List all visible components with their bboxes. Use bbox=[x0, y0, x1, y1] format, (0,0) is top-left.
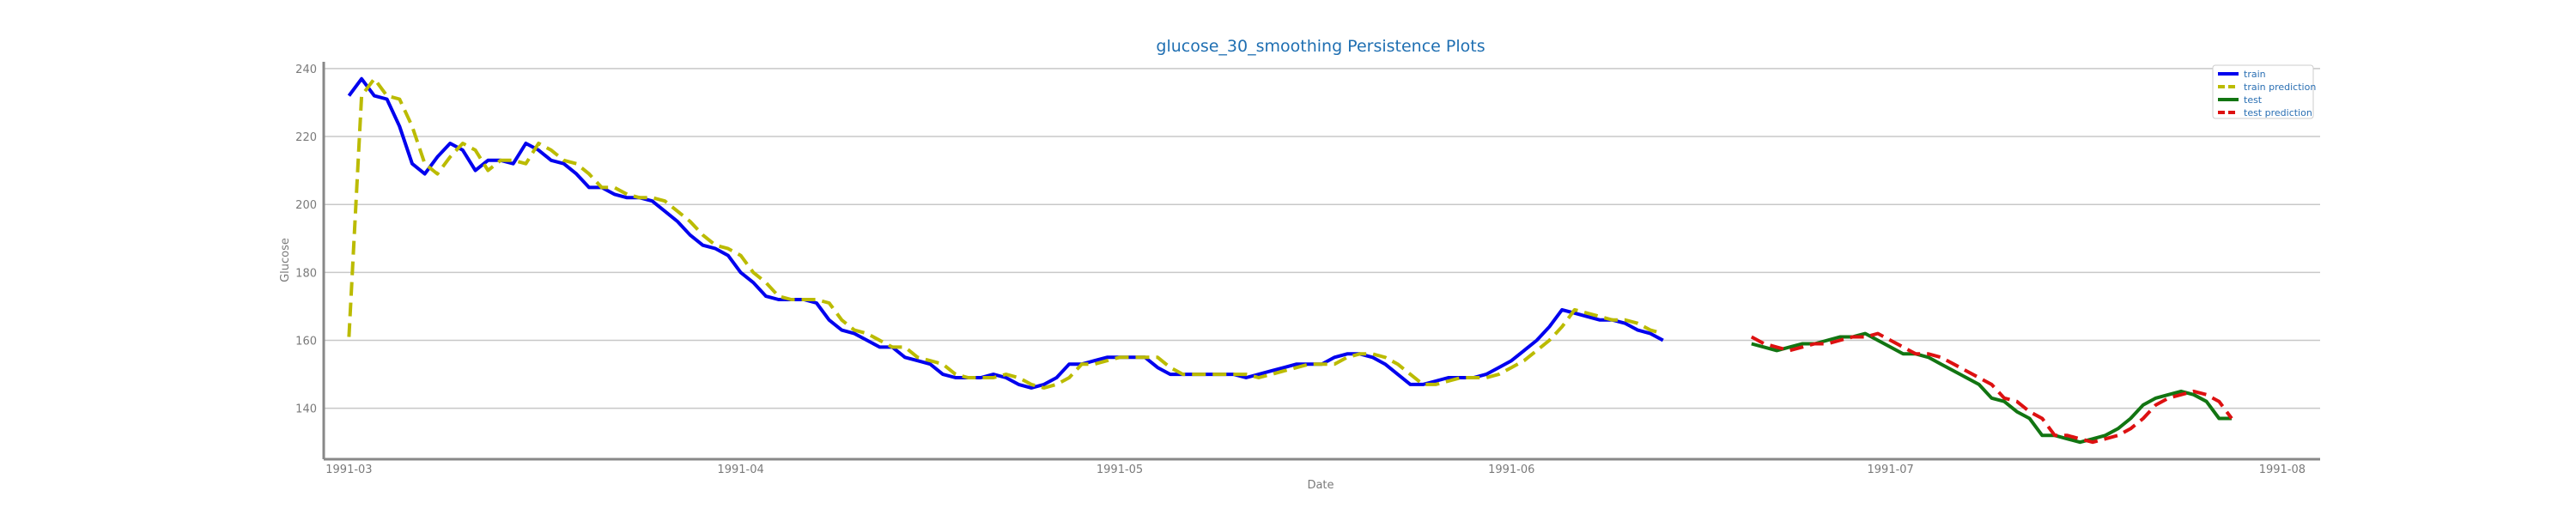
y-tick-label-200: 200 bbox=[295, 199, 317, 212]
x-tick-label-1991-03: 1991-03 bbox=[325, 464, 372, 476]
series-line-train bbox=[347, 76, 1664, 390]
y-tick-label-180: 180 bbox=[295, 267, 317, 280]
series-line-train-prediction bbox=[347, 76, 1664, 390]
series-line-test bbox=[1751, 331, 2232, 445]
y-tick-label-140: 140 bbox=[295, 403, 317, 416]
x-tick-labels: 1991-03 1991-04 1991-05 1991-06 1991-07 1991-… bbox=[325, 464, 2306, 476]
series-line-test-prediction bbox=[1750, 331, 2233, 445]
x-tick-label-1991-04: 1991-04 bbox=[717, 464, 763, 476]
y-tick-label-240: 240 bbox=[295, 64, 317, 76]
chart-title: glucose_30_smoothing Persistence Plots bbox=[1156, 37, 1485, 56]
x-tick-label-1991-06: 1991-06 bbox=[1488, 464, 1534, 476]
y-axis-label: Glucose bbox=[279, 238, 292, 282]
x-tick-label-1991-07: 1991-07 bbox=[1868, 464, 1914, 476]
y-tick-labels: 140 160 180 200 220 240 bbox=[295, 64, 317, 416]
legend-label-test-prediction: test prediction bbox=[2244, 107, 2312, 118]
legend-label-test: test bbox=[2244, 94, 2263, 106]
legend-label-train: train bbox=[2244, 69, 2266, 80]
series-lines bbox=[347, 76, 2233, 445]
y-tick-label-160: 160 bbox=[295, 335, 317, 348]
plot-background bbox=[324, 62, 2320, 459]
y-tick-label-220: 220 bbox=[295, 131, 317, 144]
x-tick-label-1991-05: 1991-05 bbox=[1097, 464, 1143, 476]
x-axis-label: Date bbox=[1307, 479, 1334, 492]
legend-box bbox=[2212, 64, 2314, 119]
x-tick-label-1991-08: 1991-08 bbox=[2259, 464, 2306, 476]
legend-label-train-prediction: train prediction bbox=[2244, 82, 2316, 93]
